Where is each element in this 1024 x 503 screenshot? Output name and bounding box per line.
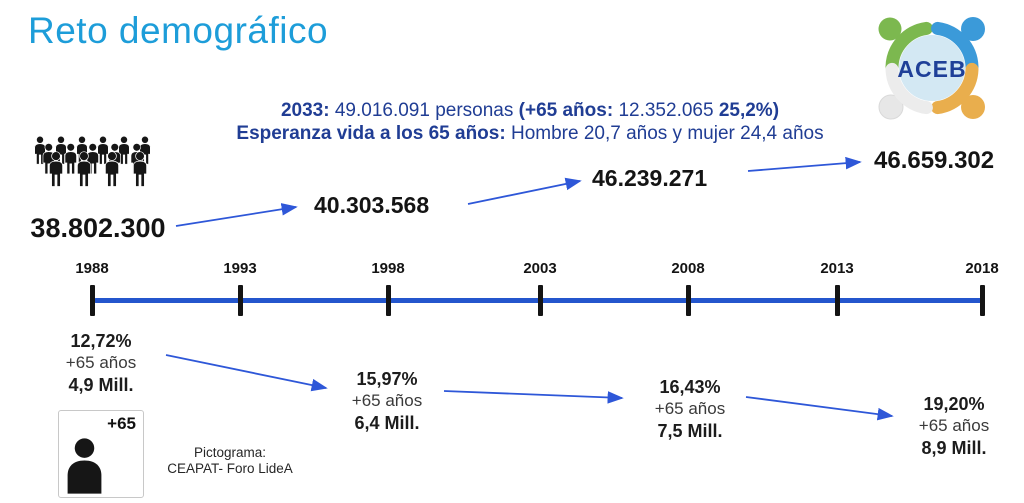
population-1998: 40.303.568: [314, 192, 430, 218]
life-expectancy-label: Esperanza vida a los 65 años:: [236, 123, 511, 144]
projection-year: 2033:: [280, 100, 335, 121]
crowd-icon: [34, 136, 151, 188]
arrow-pop-1: [175, 203, 298, 227]
stat-percent: 12,72%: [70, 331, 132, 351]
population-1988: 38.802.300: [30, 213, 166, 243]
stat-age-label: +65 años: [654, 399, 726, 418]
stat-millions: 6,4 Mill.: [354, 413, 420, 433]
arrow-pop-3: [747, 156, 862, 172]
aceb-logo-text: ACEB: [897, 56, 967, 82]
timeline-year-label: 2018: [965, 260, 999, 277]
timeline-tick-1988: [90, 285, 95, 316]
stat-percent: 15,97%: [356, 369, 418, 389]
timeline-year-label: 2008: [671, 260, 705, 277]
stat-block-2008: 16,43% +65 años 7,5 Mill.: [625, 376, 755, 442]
stat-block-1988: 12,72% +65 años 4,9 Mill.: [36, 330, 166, 396]
projection-2033-text: 2033: 49.016.091 personas (+65 años: 12.…: [110, 99, 950, 145]
timeline-year-label: 1998: [371, 260, 405, 277]
aceb-logo-graphic: [878, 17, 985, 120]
projection-65-count: 12.352.065: [618, 100, 719, 121]
timeline-tick-2003: [538, 285, 543, 316]
elder-person-icon: [67, 438, 102, 494]
population-2008: 46.239.271: [592, 165, 708, 191]
plus65-label: +65: [107, 414, 136, 433]
timeline-tick-1998: [386, 285, 391, 316]
stat-age-label: +65 años: [351, 391, 423, 410]
arrow-pop-2: [467, 177, 582, 205]
timeline-year-label: 2003: [523, 260, 557, 277]
stat-block-1998: 15,97% +65 años 6,4 Mill.: [322, 368, 452, 434]
pictogram-credit: Pictograma: CEAPAT- Foro LideA: [150, 445, 310, 477]
stat-age-label: +65 años: [918, 416, 990, 435]
stat-millions: 7,5 Mill.: [657, 421, 723, 441]
population-2018: 46.659.302: [874, 147, 995, 174]
projection-line-2: Esperanza vida a los 65 años: Hombre 20,…: [110, 122, 950, 145]
projection-total: 49.016.091 personas: [334, 100, 519, 121]
stat-millions: 8,9 Mill.: [921, 438, 987, 458]
stat-block-2018: 19,20% +65 años 8,9 Mill.: [889, 393, 1019, 459]
projection-line-1: 2033: 49.016.091 personas (+65 años: 12.…: [110, 99, 950, 122]
projection-65-pct: 25,2%): [718, 100, 780, 121]
arrow-stat-1: [165, 354, 328, 392]
stat-percent: 16,43%: [659, 377, 721, 397]
timeline-year-label: 1993: [223, 260, 257, 277]
timeline-tick-2008: [686, 285, 691, 316]
timeline-year-label: 1988: [75, 260, 109, 277]
stat-millions: 4,9 Mill.: [68, 375, 134, 395]
stat-percent: 19,20%: [923, 394, 985, 414]
arrow-stat-2: [443, 390, 624, 404]
credit-line-1: Pictograma:: [193, 445, 267, 460]
timeline-tick-1993: [238, 285, 243, 316]
credit-line-2: CEAPAT- Foro LideA: [167, 461, 293, 476]
plus65-pictogram-box: +65: [58, 410, 144, 498]
timeline-year-label: 2013: [820, 260, 854, 277]
aceb-logo: ACEB: [866, 4, 998, 132]
life-expectancy-values: Hombre 20,7 años y mujer 24,4 años: [510, 123, 824, 144]
timeline-tick-2013: [835, 285, 840, 316]
stat-age-label: +65 años: [65, 353, 137, 372]
page-title: Reto demográfico: [28, 10, 329, 51]
arrow-stat-3: [745, 396, 894, 421]
projection-65-label: (+65 años:: [518, 100, 619, 121]
timeline-tick-2018: [980, 285, 985, 316]
